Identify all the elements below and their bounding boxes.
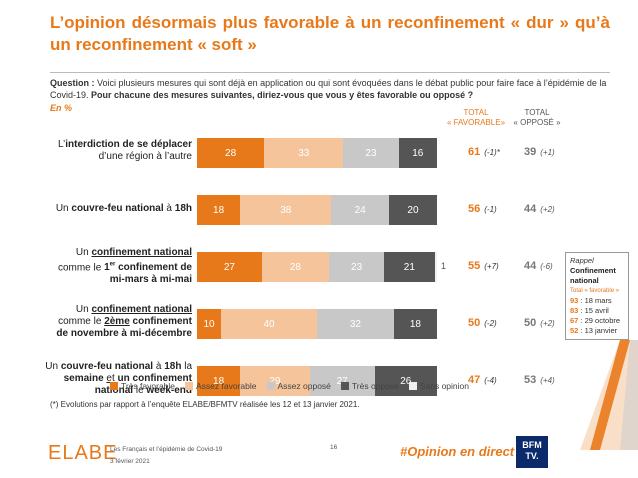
sans-opinion-label: 1 bbox=[441, 261, 447, 271]
total-oppose-value: 44 (-6) bbox=[524, 260, 553, 272]
rappel-item: 67 : 29 octobre bbox=[570, 316, 621, 325]
total-favorable-header: TOTAL « FAVORABLE» bbox=[440, 108, 512, 128]
bar-segment-tres-oppose: 18 bbox=[393, 309, 437, 339]
bar-segment-tres-oppose: 26 bbox=[374, 366, 437, 396]
bar-segment-assez-oppose: 23 bbox=[343, 138, 399, 168]
bar-segment-assez-oppose: 23 bbox=[328, 252, 385, 282]
hashtag: #Opinion en direct bbox=[400, 444, 515, 459]
legend-item-assez-favorable: Assez favorable bbox=[185, 381, 257, 391]
bar-segment-tres-oppose: 16 bbox=[398, 138, 437, 168]
rappel-title: Rappel bbox=[570, 256, 594, 265]
question-text: Question : Voici plusieurs mesures qui s… bbox=[50, 77, 620, 101]
row-label: Un couvre-feu national à 18h la semaine e… bbox=[45, 361, 192, 396]
footer-line2: 3 février 2021 bbox=[110, 458, 150, 465]
legend-label: Assez opposé bbox=[277, 381, 331, 391]
total-favorable-value: 47 (-4) bbox=[468, 374, 497, 386]
total-favorable-value: 50 (-2) bbox=[468, 317, 497, 329]
bar-segment-sans-opinion bbox=[434, 252, 437, 282]
legend-swatch bbox=[266, 382, 275, 390]
bar-row: 18 29 27 26 bbox=[197, 366, 437, 396]
legend-item-tres-favorable: Très favorable bbox=[110, 381, 175, 391]
title-separator bbox=[50, 72, 610, 73]
legend-label: Très favorable bbox=[121, 381, 176, 391]
total-favorable-header-line2: « FAVORABLE» bbox=[446, 118, 506, 127]
total-favorable-value: 56 (-1) bbox=[468, 203, 497, 215]
legend-item-sans-opinion: Sans opinion bbox=[408, 381, 469, 391]
legend-swatch bbox=[408, 382, 417, 390]
bar-segment-assez-favorable: 28 bbox=[261, 252, 329, 282]
legend-swatch bbox=[110, 382, 118, 390]
legend-swatch bbox=[340, 382, 349, 390]
bar-segment-tres-favorable: 10 bbox=[197, 309, 221, 339]
bar-segment-tres-favorable: 18 bbox=[197, 195, 241, 225]
rappel-item: 52 : 13 janvier bbox=[570, 326, 618, 335]
legend-label: Très opposé bbox=[351, 381, 399, 391]
bar-segment-tres-favorable: 18 bbox=[197, 366, 241, 396]
bar-segment-assez-favorable: 33 bbox=[264, 138, 344, 168]
footnote: (*) Evolutions par rapport à l’enquête E… bbox=[50, 400, 360, 409]
bfm-line1: BFM bbox=[522, 440, 542, 450]
bar-segment-tres-oppose: 21 bbox=[384, 252, 435, 282]
row-label: Un confinement national comme le 1er conf… bbox=[57, 247, 192, 286]
total-oppose-header-line1: TOTAL bbox=[524, 108, 550, 117]
total-favorable-header-line1: TOTAL bbox=[463, 108, 489, 117]
bar-row: 18 38 24 20 bbox=[197, 195, 437, 225]
rappel-heading: Confinement national bbox=[570, 266, 616, 285]
bar-segment-assez-favorable: 40 bbox=[221, 309, 317, 339]
bar-segment-assez-oppose: 24 bbox=[331, 195, 389, 225]
bar-segment-assez-oppose: 27 bbox=[309, 366, 375, 396]
legend-swatch bbox=[185, 382, 194, 390]
legend-label: Assez favorable bbox=[196, 381, 257, 391]
rappel-box: Rappel Confinement national Total « favo… bbox=[565, 252, 629, 340]
row-label: L’interdiction de se déplacer d’une régio… bbox=[58, 139, 192, 162]
bar-segment-assez-favorable: 29 bbox=[240, 366, 310, 396]
bfm-line2: TV. bbox=[525, 451, 539, 461]
total-oppose-header-line2: « OPPOSÉ » bbox=[513, 118, 561, 127]
footer-line1: Les Français et l’épidémie de Covid-19 bbox=[110, 446, 223, 453]
bar-segment-tres-favorable: 28 bbox=[197, 138, 265, 168]
chart-legend: Très favorable Assez favorable Assez oppos… bbox=[110, 381, 469, 391]
page-number: 16 bbox=[330, 444, 338, 451]
rappel-item: 93 : 18 mars bbox=[570, 296, 612, 305]
elabe-logo: ELABE bbox=[48, 442, 118, 464]
bar-row: 28 33 23 16 bbox=[197, 138, 437, 168]
bar-segment-assez-oppose: 32 bbox=[317, 309, 394, 339]
total-oppose-value: 50 (+2) bbox=[524, 317, 555, 329]
total-favorable-value: 61 (-1)* bbox=[468, 146, 500, 158]
question-bold: Pour chacune des mesures suivantes, diri… bbox=[91, 90, 474, 100]
total-oppose-header: TOTAL « OPPOSÉ » bbox=[508, 108, 566, 128]
bfmtv-logo: BFM TV. bbox=[516, 436, 548, 468]
legend-item-tres-oppose: Très opposé bbox=[340, 381, 399, 391]
legend-label: Sans opinion bbox=[419, 381, 469, 391]
rappel-sub: Total « favorable » bbox=[570, 288, 620, 294]
bar-segment-tres-oppose: 20 bbox=[388, 195, 437, 225]
total-oppose-value: 53 (+4) bbox=[524, 374, 555, 386]
row-label: Un confinement national comme le 2ème con… bbox=[56, 304, 192, 339]
row-label: Un couvre-feu national à 18h bbox=[55, 203, 192, 214]
total-oppose-value: 39 (+1) bbox=[524, 146, 555, 158]
unit-label: En % bbox=[50, 103, 73, 113]
bar-row: 10 40 32 18 bbox=[197, 309, 437, 339]
decorative-triangle-icon bbox=[580, 340, 638, 450]
total-oppose-value: 44 (+2) bbox=[524, 203, 555, 215]
rappel-item: 83 : 15 avril bbox=[570, 306, 609, 315]
bar-segment-assez-favorable: 38 bbox=[240, 195, 332, 225]
bar-row: 27 28 23 21 bbox=[197, 252, 437, 282]
bar-segment-tres-favorable: 27 bbox=[197, 252, 262, 282]
footer-text: Les Français et l’épidémie de Covid-19 3… bbox=[110, 444, 222, 468]
rappel-items: 93 : 18 mars 83 : 15 avril 67 : 29 octobre… bbox=[570, 296, 624, 336]
question-label: Question : bbox=[50, 78, 95, 88]
page-title: L’opinion désormais plus favorable à un … bbox=[50, 13, 610, 54]
total-favorable-value: 55 (+7) bbox=[468, 260, 499, 272]
legend-item-assez-oppose: Assez opposé bbox=[266, 381, 331, 391]
question-body: Voici plusieurs mesures qui sont déjà en… bbox=[50, 78, 607, 100]
